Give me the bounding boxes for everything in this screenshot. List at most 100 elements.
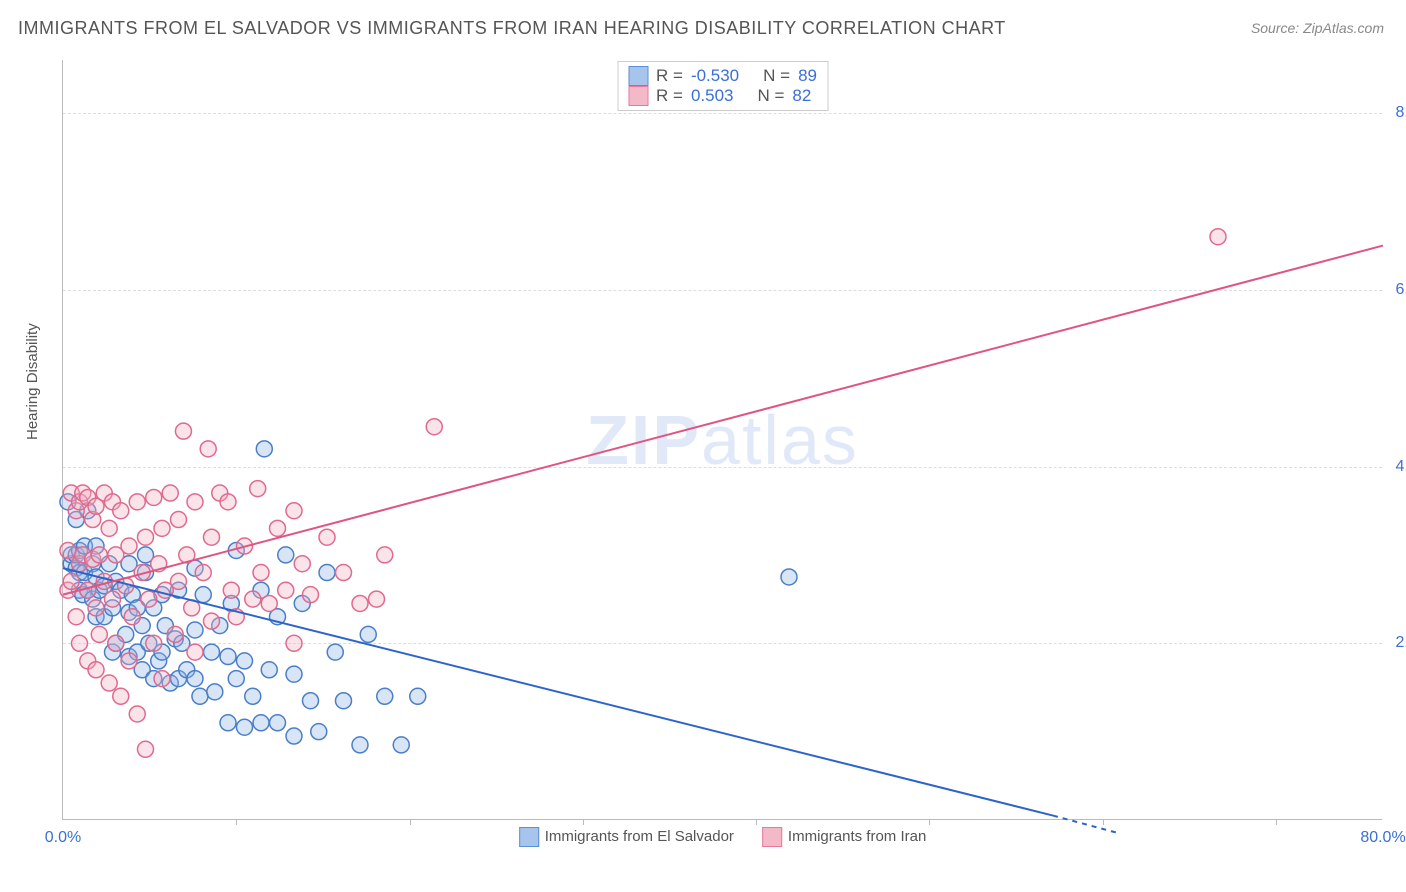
scatter-point xyxy=(393,737,409,753)
scatter-point xyxy=(410,688,426,704)
scatter-point xyxy=(138,529,154,545)
scatter-point xyxy=(207,684,223,700)
scatter-point xyxy=(91,626,107,642)
scatter-point xyxy=(303,587,319,603)
scatter-point xyxy=(377,688,393,704)
scatter-point xyxy=(167,626,183,642)
legend-item: Immigrants from Iran xyxy=(762,827,926,847)
scatter-point xyxy=(286,728,302,744)
scatter-point xyxy=(1210,229,1226,245)
scatter-point xyxy=(113,503,129,519)
legend-swatch xyxy=(628,86,648,106)
trend-line xyxy=(63,246,1383,595)
scatter-point xyxy=(352,737,368,753)
scatter-point xyxy=(108,635,124,651)
scatter-point xyxy=(223,582,239,598)
scatter-point xyxy=(129,494,145,510)
scatter-point xyxy=(286,635,302,651)
scatter-point xyxy=(154,671,170,687)
scatter-point xyxy=(146,635,162,651)
scatter-point xyxy=(319,565,335,581)
scatter-point xyxy=(162,485,178,501)
scatter-point xyxy=(253,715,269,731)
scatter-point xyxy=(256,441,272,457)
scatter-point xyxy=(88,600,104,616)
legend-label: Immigrants from Iran xyxy=(788,828,926,845)
scatter-point xyxy=(187,622,203,638)
scatter-point xyxy=(319,529,335,545)
scatter-point xyxy=(171,512,187,528)
scatter-point xyxy=(286,503,302,519)
scatter-point xyxy=(245,688,261,704)
scatter-point xyxy=(91,547,107,563)
n-value: 82 xyxy=(792,86,811,106)
scatter-point xyxy=(187,494,203,510)
scatter-point xyxy=(327,644,343,660)
scatter-point xyxy=(781,569,797,585)
legend-label: Immigrants from El Salvador xyxy=(545,828,734,845)
scatter-point xyxy=(253,565,269,581)
x-tick-mark xyxy=(1103,819,1104,825)
x-tick-mark xyxy=(583,819,584,825)
scatter-point xyxy=(113,688,129,704)
scatter-point xyxy=(171,573,187,589)
scatter-point xyxy=(187,671,203,687)
x-tick-mark xyxy=(929,819,930,825)
scatter-point xyxy=(121,653,137,669)
scatter-point xyxy=(129,706,145,722)
scatter-point xyxy=(286,666,302,682)
scatter-point xyxy=(204,644,220,660)
scatter-point xyxy=(146,489,162,505)
legend-swatch xyxy=(628,66,648,86)
x-tick-mark xyxy=(236,819,237,825)
stats-legend-row: R =-0.530N =89 xyxy=(628,66,817,86)
scatter-point xyxy=(261,662,277,678)
scatter-point xyxy=(237,653,253,669)
legend-item: Immigrants from El Salvador xyxy=(519,827,734,847)
y-tick-label: 8.0% xyxy=(1396,104,1406,122)
stats-legend-row: R = 0.503N =82 xyxy=(628,86,817,106)
legend-swatch xyxy=(519,827,539,847)
y-axis-label: Hearing Disability xyxy=(24,323,41,440)
scatter-point xyxy=(121,538,137,554)
scatter-point xyxy=(336,565,352,581)
scatter-point xyxy=(228,671,244,687)
series-legend: Immigrants from El Salvador Immigrants fr… xyxy=(519,827,927,847)
scatter-point xyxy=(220,649,236,665)
scatter-point xyxy=(377,547,393,563)
scatter-point xyxy=(187,644,203,660)
source-attribution: Source: ZipAtlas.com xyxy=(1251,20,1384,36)
scatter-point xyxy=(278,582,294,598)
scatter-point xyxy=(175,423,191,439)
scatter-point xyxy=(250,481,266,497)
scatter-point xyxy=(352,595,368,611)
scatter-point xyxy=(195,565,211,581)
scatter-point xyxy=(101,520,117,536)
scatter-point xyxy=(369,591,385,607)
scatter-point xyxy=(311,724,327,740)
scatter-point xyxy=(63,573,79,589)
x-tick-mark xyxy=(1276,819,1277,825)
r-label: R = xyxy=(656,66,683,86)
x-tick-label: 80.0% xyxy=(1360,829,1405,847)
scatter-point xyxy=(220,715,236,731)
chart-svg xyxy=(63,60,1382,819)
y-tick-label: 2.0% xyxy=(1396,634,1406,652)
x-tick-label: 0.0% xyxy=(45,829,81,847)
trend-line-dashed xyxy=(1053,816,1119,834)
scatter-point xyxy=(294,556,310,572)
scatter-point xyxy=(60,542,76,558)
scatter-point xyxy=(261,595,277,611)
scatter-point xyxy=(278,547,294,563)
scatter-point xyxy=(88,662,104,678)
n-label: N = xyxy=(763,66,790,86)
scatter-point xyxy=(195,587,211,603)
scatter-point xyxy=(245,591,261,607)
r-value: 0.503 xyxy=(691,86,734,106)
y-tick-label: 6.0% xyxy=(1396,281,1406,299)
y-tick-label: 4.0% xyxy=(1396,458,1406,476)
n-label: N = xyxy=(757,86,784,106)
scatter-point xyxy=(124,609,140,625)
correlation-stats-legend: R =-0.530N =89R = 0.503N =82 xyxy=(617,61,828,111)
legend-swatch xyxy=(762,827,782,847)
